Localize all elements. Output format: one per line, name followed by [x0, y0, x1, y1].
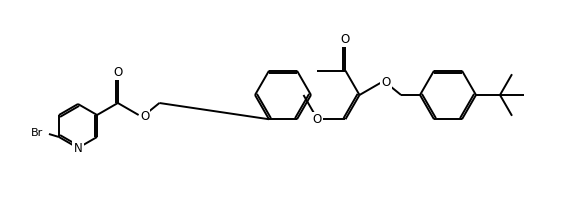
Text: O: O [382, 75, 391, 89]
Text: N: N [74, 142, 82, 154]
Text: O: O [341, 33, 350, 46]
Text: O: O [113, 66, 122, 78]
Text: O: O [140, 109, 149, 123]
Text: Br: Br [31, 128, 43, 138]
Text: O: O [313, 113, 322, 126]
